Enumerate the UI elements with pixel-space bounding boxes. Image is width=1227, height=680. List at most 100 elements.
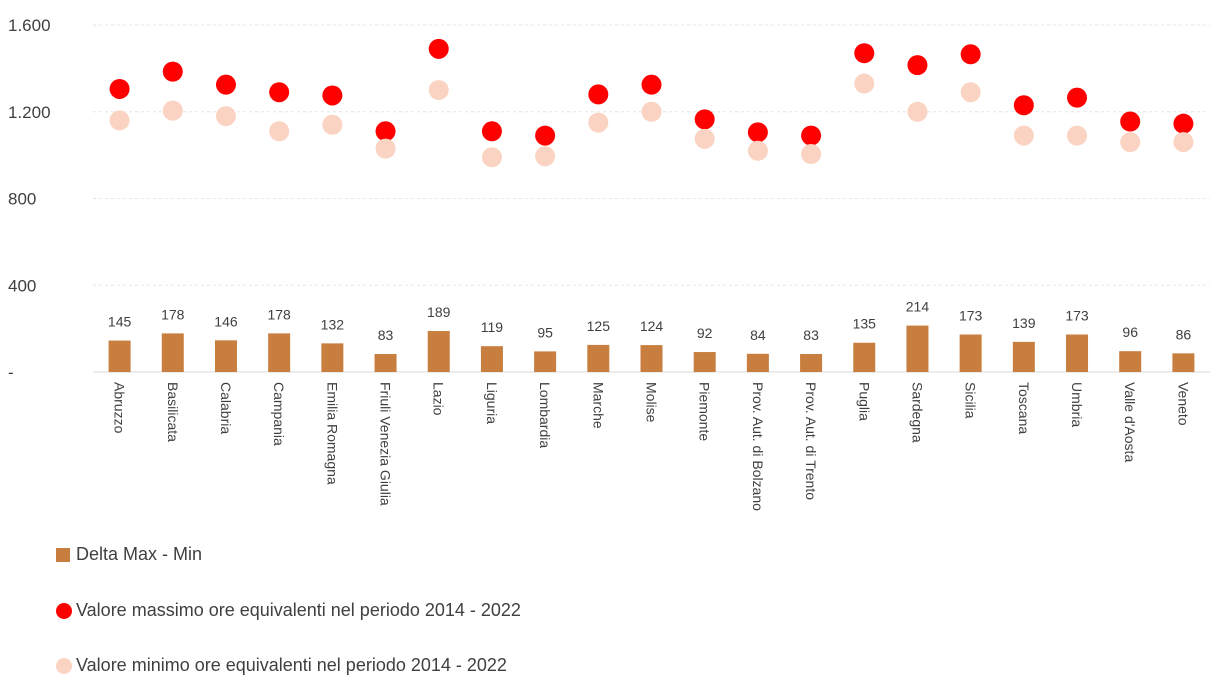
legend-label-max: Valore massimo ore equivalenti nel perio…: [76, 600, 521, 620]
max-point: [960, 44, 981, 65]
bar: [853, 342, 876, 372]
bar-data-label: 96: [1122, 324, 1138, 340]
bar-data-label: 132: [321, 316, 345, 332]
min-points: [109, 73, 1194, 168]
bar: [534, 351, 557, 372]
legend-label-min: Valore minimo ore equivalenti nel period…: [76, 655, 507, 675]
min-point: [1067, 125, 1088, 146]
max-point: [854, 43, 875, 64]
y-axis-ticks: - 400 800 1.200 1.600: [8, 16, 51, 382]
y-tick-label: 400: [8, 276, 36, 295]
bar: [427, 331, 450, 372]
bar-data-label: 145: [108, 314, 132, 330]
bar: [108, 340, 131, 372]
max-point: [641, 74, 662, 95]
min-point: [641, 101, 662, 122]
x-tick-label: Friuli Venezia Giulia: [378, 382, 394, 506]
bar: [214, 340, 237, 372]
bar: [374, 353, 397, 372]
x-tick-label: Prov. Aut. di Trento: [803, 382, 819, 500]
x-tick-label: Liguria: [484, 382, 500, 424]
min-point: [854, 73, 875, 94]
max-point: [1013, 95, 1034, 116]
min-point: [1173, 132, 1194, 153]
bar-data-label: 83: [803, 327, 819, 343]
x-axis-labels: Abruzzo Basilicata Calabria Campania Emilia …: [112, 382, 1192, 511]
bar-data-label: 124: [640, 318, 664, 334]
bar: [1119, 351, 1142, 372]
x-tick-label: Umbria: [1069, 382, 1085, 427]
x-tick-label: Emilia Romagna: [324, 382, 340, 485]
max-point: [694, 109, 715, 130]
min-point: [375, 138, 396, 159]
bar-data-label: 173: [1065, 307, 1089, 323]
x-tick-label: Valle d'Aosta: [1122, 382, 1138, 462]
min-point: [322, 114, 343, 135]
bar: [693, 352, 716, 372]
bars-delta: [108, 325, 1195, 372]
max-point: [801, 125, 822, 146]
legend-label-delta: Delta Max - Min: [76, 544, 203, 564]
bar-data-label: 119: [481, 319, 504, 335]
legend-item-min: Valore minimo ore equivalenti nel period…: [56, 655, 507, 676]
min-point: [588, 112, 609, 133]
min-point: [162, 100, 183, 121]
y-tick-label: -: [8, 363, 14, 382]
bar-data-label: 139: [1012, 315, 1036, 331]
min-point: [481, 147, 502, 168]
min-point: [801, 144, 822, 165]
max-point: [907, 55, 928, 76]
x-tick-label: Abruzzo: [112, 382, 128, 434]
bar-data-label: 125: [587, 318, 611, 334]
x-tick-label: Marche: [590, 382, 606, 429]
x-tick-label: Piemonte: [697, 382, 713, 441]
max-point: [109, 78, 130, 99]
max-point: [1173, 113, 1194, 134]
bar-data-label: 189: [427, 304, 451, 320]
bar: [1066, 334, 1089, 372]
min-point: [535, 146, 556, 167]
min-point: [960, 82, 981, 103]
bar: [1172, 353, 1195, 372]
bar: [161, 333, 184, 372]
min-point: [269, 121, 290, 142]
bar: [587, 344, 610, 372]
bar-data-label: 135: [853, 316, 877, 332]
bar-data-label: 95: [537, 324, 553, 340]
bar: [321, 343, 344, 372]
min-point: [215, 106, 236, 127]
min-point: [747, 140, 768, 161]
x-tick-label: Basilicata: [165, 382, 181, 442]
min-point: [694, 128, 715, 149]
max-point: [747, 122, 768, 143]
legend-swatch-max: [56, 602, 72, 619]
max-point: [588, 84, 609, 105]
legend-swatch-min: [56, 657, 72, 674]
x-tick-label: Veneto: [1175, 382, 1191, 426]
bar-data-label: 86: [1176, 326, 1192, 342]
bar-data-label: 92: [697, 325, 713, 341]
bar: [480, 346, 503, 372]
min-point: [428, 80, 449, 101]
max-point: [535, 125, 556, 146]
max-point: [481, 121, 502, 142]
bar: [640, 345, 663, 372]
x-tick-label: Calabria: [218, 382, 234, 434]
legend-item-delta: Delta Max - Min: [56, 544, 202, 565]
max-point: [215, 74, 236, 95]
legend-item-max: Valore massimo ore equivalenti nel perio…: [56, 600, 521, 621]
bar: [1012, 341, 1035, 372]
x-tick-label: Molise: [644, 382, 660, 423]
max-point: [428, 38, 449, 59]
bar: [906, 325, 929, 372]
min-point: [1120, 132, 1141, 153]
bar-data-labels: 145 178 146 178 132 83 189 119 95 125 124 92 84 83 135…: [108, 299, 1191, 343]
bar: [268, 333, 291, 372]
bar-data-label: 146: [214, 313, 238, 329]
y-tick-label: 1.600: [8, 16, 51, 35]
bar-data-label: 84: [750, 327, 766, 343]
bar: [959, 334, 982, 372]
max-point: [322, 85, 343, 106]
x-tick-label: Toscana: [1016, 382, 1032, 434]
